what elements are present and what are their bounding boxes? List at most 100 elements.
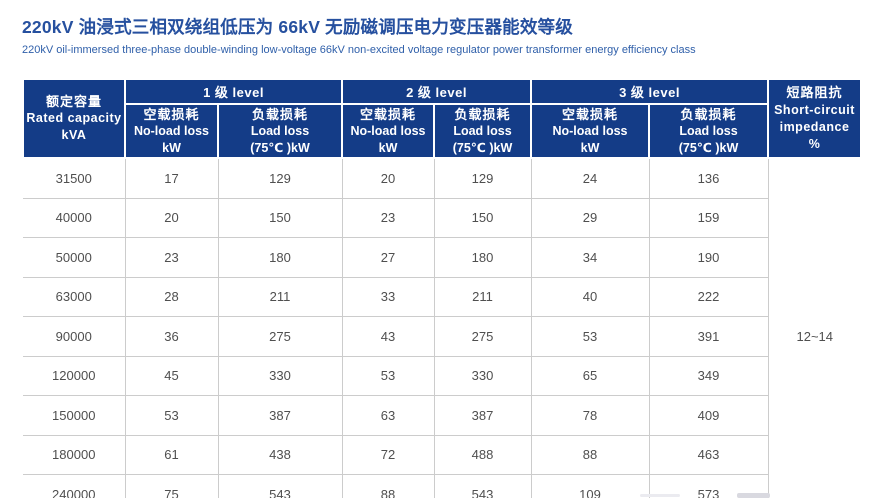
- cell-l1-load: 543: [218, 474, 343, 498]
- cell-l2-load: 330: [434, 356, 532, 397]
- table-row: 240000 75 543 88 543 109 573: [23, 474, 861, 498]
- cell-capacity: 120000: [23, 356, 126, 397]
- cell-capacity: 90000: [23, 316, 126, 357]
- cell-l2-load: 387: [434, 395, 532, 436]
- subheader-load-level1: 负载损耗 Load loss (75℃ )kW: [217, 102, 343, 160]
- header-row-levels: 额定容量 Rated capacity kVA 1 级 level 2 级 le…: [22, 77, 862, 160]
- cell-l2-noload: 43: [342, 316, 435, 357]
- cell-l3-noload: 24: [531, 158, 650, 199]
- subheader-en: No-load loss: [350, 124, 426, 139]
- page-subtitle-en: 220kV oil-immersed three-phase double-wi…: [22, 44, 696, 56]
- cell-l2-noload: 27: [342, 237, 435, 278]
- impedance-header-cell: 短路阻抗 Short-circuit impedance %: [767, 77, 862, 160]
- cell-l2-noload: 53: [342, 356, 435, 397]
- table-row: 50000 23 180 27 180 34 190: [23, 237, 861, 278]
- cell-l3-load: 463: [649, 435, 769, 476]
- cell-l2-load: 275: [434, 316, 532, 357]
- subheader-unit: (75℃ )kW: [452, 140, 513, 155]
- table-row: 150000 53 387 63 387 78 409: [23, 395, 861, 436]
- impedance-header-en: Short-circuit impedance: [774, 103, 855, 134]
- subheader-noload-level3: 空载损耗 No-load loss kW: [530, 102, 650, 160]
- impedance-value-cell: 12~14: [768, 158, 861, 498]
- table-body: 31500 17 129 20 129 24 136 12~14 40000 20 150 23 150…: [23, 158, 861, 498]
- cell-l1-noload: 17: [125, 158, 219, 199]
- capacity-header-cell: 额定容量 Rated capacity kVA: [22, 77, 126, 160]
- subheader-noload-level1: 空载损耗 No-load loss kW: [124, 102, 219, 160]
- subheader-unit: kW: [580, 140, 600, 155]
- table-row: 31500 17 129 20 129 24 136 12~14: [23, 158, 861, 498]
- cell-l3-load: 190: [649, 237, 769, 278]
- cell-l1-noload: 23: [125, 237, 219, 278]
- cell-l2-load: 129: [434, 158, 532, 199]
- cell-l3-load: 136: [649, 158, 769, 199]
- impedance-header-zh: 短路阻抗: [786, 85, 843, 101]
- cell-l1-load: 180: [218, 237, 343, 278]
- cell-capacity: 180000: [23, 435, 126, 476]
- cell-l2-noload: 72: [342, 435, 435, 476]
- subheader-zh: 负载损耗: [251, 107, 308, 122]
- cell-l3-noload: 65: [531, 356, 650, 397]
- cell-l2-load: 211: [434, 277, 532, 318]
- table-row: 120000 45 330 53 330 65 349: [23, 356, 861, 397]
- table-row: 180000 61 438 72 488 88 463: [23, 435, 861, 476]
- subheader-en: No-load loss: [552, 124, 628, 139]
- scrollbar-thumb-fragment[interactable]: [737, 493, 770, 498]
- cell-l2-noload: 20: [342, 158, 435, 199]
- cell-l1-load: 150: [218, 198, 343, 239]
- header-row-sub: 空载损耗 No-load loss kW 负载损耗 Load loss (75℃…: [23, 102, 861, 160]
- cell-capacity: 63000: [23, 277, 126, 318]
- cell-l1-noload: 45: [125, 356, 219, 397]
- subheader-unit: kW: [162, 140, 181, 155]
- cell-l3-load: 222: [649, 277, 769, 318]
- table-header: 额定容量 Rated capacity kVA 1 级 level 2 级 le…: [22, 77, 862, 160]
- subheader-en: Load loss: [250, 124, 310, 139]
- cell-l1-noload: 61: [125, 435, 219, 476]
- capacity-header-en: Rated capacity: [26, 111, 122, 126]
- capacity-header-zh: 额定容量: [45, 93, 102, 109]
- cell-l1-load: 387: [218, 395, 343, 436]
- cell-l1-load: 438: [218, 435, 343, 476]
- cell-l2-load: 543: [434, 474, 532, 498]
- cell-l1-noload: 20: [125, 198, 219, 239]
- cell-l3-load: 573: [649, 474, 769, 498]
- subheader-unit: (75℃ )kW: [678, 140, 739, 155]
- cell-capacity: 31500: [23, 158, 126, 199]
- efficiency-table: 额定容量 Rated capacity kVA 1 级 level 2 级 le…: [22, 77, 862, 498]
- cell-l2-load: 180: [434, 237, 532, 278]
- cell-capacity: 50000: [23, 237, 126, 278]
- table-row: 63000 28 211 33 211 40 222: [23, 277, 861, 318]
- cell-l2-noload: 88: [342, 474, 435, 498]
- cell-capacity: 150000: [23, 395, 126, 436]
- cell-capacity: 40000: [23, 198, 126, 239]
- level-1-header: 1 级 level: [124, 78, 343, 105]
- subheader-en: Load loss: [679, 124, 738, 139]
- subheader-zh: 空载损耗: [143, 107, 200, 122]
- impedance-header-unit: %: [808, 136, 821, 151]
- subheader-en: Load loss: [453, 124, 512, 139]
- subheader-en: No-load loss: [133, 124, 209, 139]
- cell-l1-noload: 28: [125, 277, 219, 318]
- cell-l2-load: 150: [434, 198, 532, 239]
- cell-l3-load: 409: [649, 395, 769, 436]
- cell-l1-load: 129: [218, 158, 343, 199]
- subheader-unit: kW: [378, 140, 398, 155]
- scrollbar-track-fragment: [640, 494, 680, 497]
- cell-l1-noload: 75: [125, 474, 219, 498]
- cell-l2-noload: 63: [342, 395, 435, 436]
- page-title-zh: 220kV 油浸式三相双绕组低压为 66kV 无励磁调压电力变压器能效等级: [22, 17, 573, 37]
- cell-l3-load: 159: [649, 198, 769, 239]
- cell-l2-noload: 33: [342, 277, 435, 318]
- subheader-zh: 负载损耗: [680, 107, 737, 122]
- cell-l3-noload: 34: [531, 237, 650, 278]
- cell-l1-noload: 36: [125, 316, 219, 357]
- level-3-header: 3 级 level: [530, 78, 769, 105]
- title-block: 220kV 油浸式三相双绕组低压为 66kV 无励磁调压电力变压器能效等级 22…: [22, 14, 852, 56]
- cell-l3-noload: 109: [531, 474, 650, 498]
- subheader-zh: 空载损耗: [561, 107, 618, 122]
- level-2-header: 2 级 level: [341, 78, 532, 105]
- subheader-zh: 空载损耗: [359, 107, 416, 122]
- capacity-header-unit: kVA: [61, 128, 87, 143]
- cell-l3-noload: 53: [531, 316, 650, 357]
- cell-l2-noload: 23: [342, 198, 435, 239]
